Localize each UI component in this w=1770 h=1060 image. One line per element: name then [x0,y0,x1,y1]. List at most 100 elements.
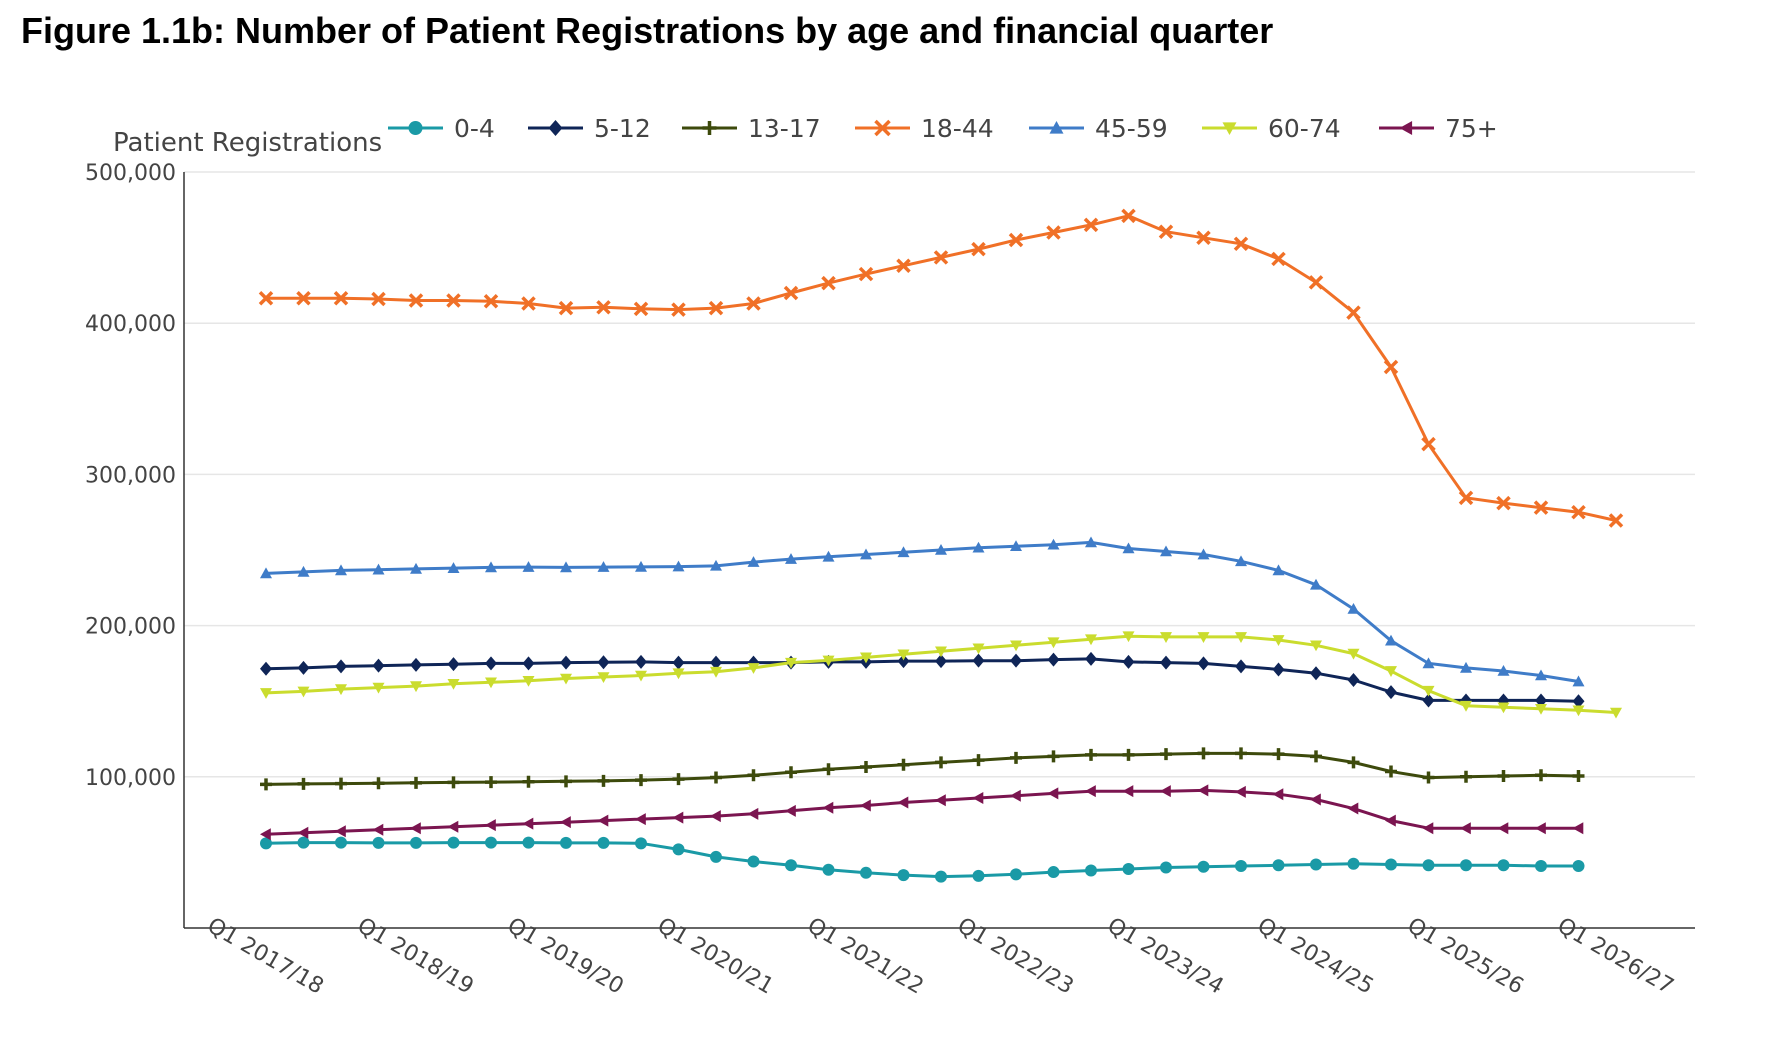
data-point [335,777,347,790]
x-tick-label: Q1 2026/27 [1553,913,1678,1000]
data-point [1047,750,1060,763]
data-point [710,666,722,678]
data-point [1010,540,1022,552]
data-point [372,777,385,790]
series-0-4 [260,836,1585,883]
data-point [1310,578,1322,590]
data-point [972,754,985,767]
data-point [1083,217,1099,233]
data-point [1233,236,1249,252]
data-point [1197,548,1210,560]
data-point [1571,504,1586,520]
legend: 0-4 5-12 13-17 18-44 45-59 60-74 75+ [388,114,1498,143]
y-axis-title: Patient Registrations [113,128,382,158]
data-point [785,804,796,817]
series-line [265,657,1579,703]
data-point [1310,750,1322,763]
data-point [822,655,835,667]
x-tick-label: Q1 2023/24 [1103,913,1228,1000]
data-point [335,684,347,696]
data-point [860,548,872,560]
data-point [371,291,386,307]
data-point [447,836,460,849]
data-point [1310,640,1322,652]
data-point [447,776,460,789]
data-point [1160,748,1172,761]
legend-item-0-4: 0-4 [388,114,495,143]
legend-marker [1399,121,1413,135]
data-point [972,643,985,655]
data-point [747,556,760,567]
data-point [447,820,459,833]
data-point [1460,822,1471,835]
data-point [1422,685,1435,697]
data-point [785,766,797,779]
data-point [335,825,346,838]
data-point [1122,748,1135,761]
data-point [1385,858,1397,871]
data-point [260,828,271,841]
data-point [710,771,722,784]
legend-label: 0-4 [454,114,495,143]
data-point [1496,495,1511,511]
data-point [522,817,534,830]
data-point [560,655,572,670]
data-point [1347,602,1360,614]
data-point [747,769,760,782]
data-point [597,836,610,849]
data-point [710,850,722,863]
data-point [1458,490,1474,506]
data-point [372,682,385,694]
data-point [897,649,910,661]
x-tick-label: Q1 2020/21 [653,913,778,1000]
data-point [1460,859,1472,872]
data-point [897,758,910,771]
data-point [635,813,646,826]
data-point [1122,863,1135,876]
data-point [1122,785,1134,798]
data-point [521,296,536,311]
data-point [672,773,685,786]
data-point [1422,693,1435,708]
data-point [1235,785,1246,798]
data-point [558,300,574,316]
data-point [1272,635,1285,646]
data-point [1197,632,1210,643]
data-point [372,836,385,849]
data-point [1010,789,1021,802]
data-point [1158,224,1174,239]
x-tick-label: Q1 2025/26 [1403,913,1528,1000]
data-point [1085,634,1097,646]
y-tick-labels: 100,000 200,000 300,000 400,000 500,000 [85,161,176,791]
data-point [1422,657,1435,669]
data-point [1197,784,1209,797]
data-point [560,673,572,685]
data-point [447,562,460,573]
data-point [1197,860,1210,873]
series-line [265,841,1579,879]
data-point [1385,765,1397,778]
data-point [1310,858,1322,871]
series-13-17 [260,747,1585,791]
y-tick-label: 400,000 [85,312,176,337]
data-point [522,775,535,788]
data-point [1085,785,1096,798]
data-point [1010,868,1022,881]
chart-title: Figure 1.1b: Number of Patient Registrat… [21,10,1274,51]
data-point [1535,693,1547,708]
data-point [1347,802,1359,815]
data-point [1235,632,1247,643]
data-point [1197,656,1210,671]
data-point [1383,359,1399,375]
data-point [1535,669,1547,681]
data-point [1460,700,1472,712]
data-point [1533,500,1549,515]
data-point [897,654,910,669]
data-point [1272,788,1284,801]
data-point [672,560,685,572]
data-point [935,544,947,555]
data-point [483,294,499,309]
data-point [1308,275,1324,290]
legend-marker [408,121,423,135]
